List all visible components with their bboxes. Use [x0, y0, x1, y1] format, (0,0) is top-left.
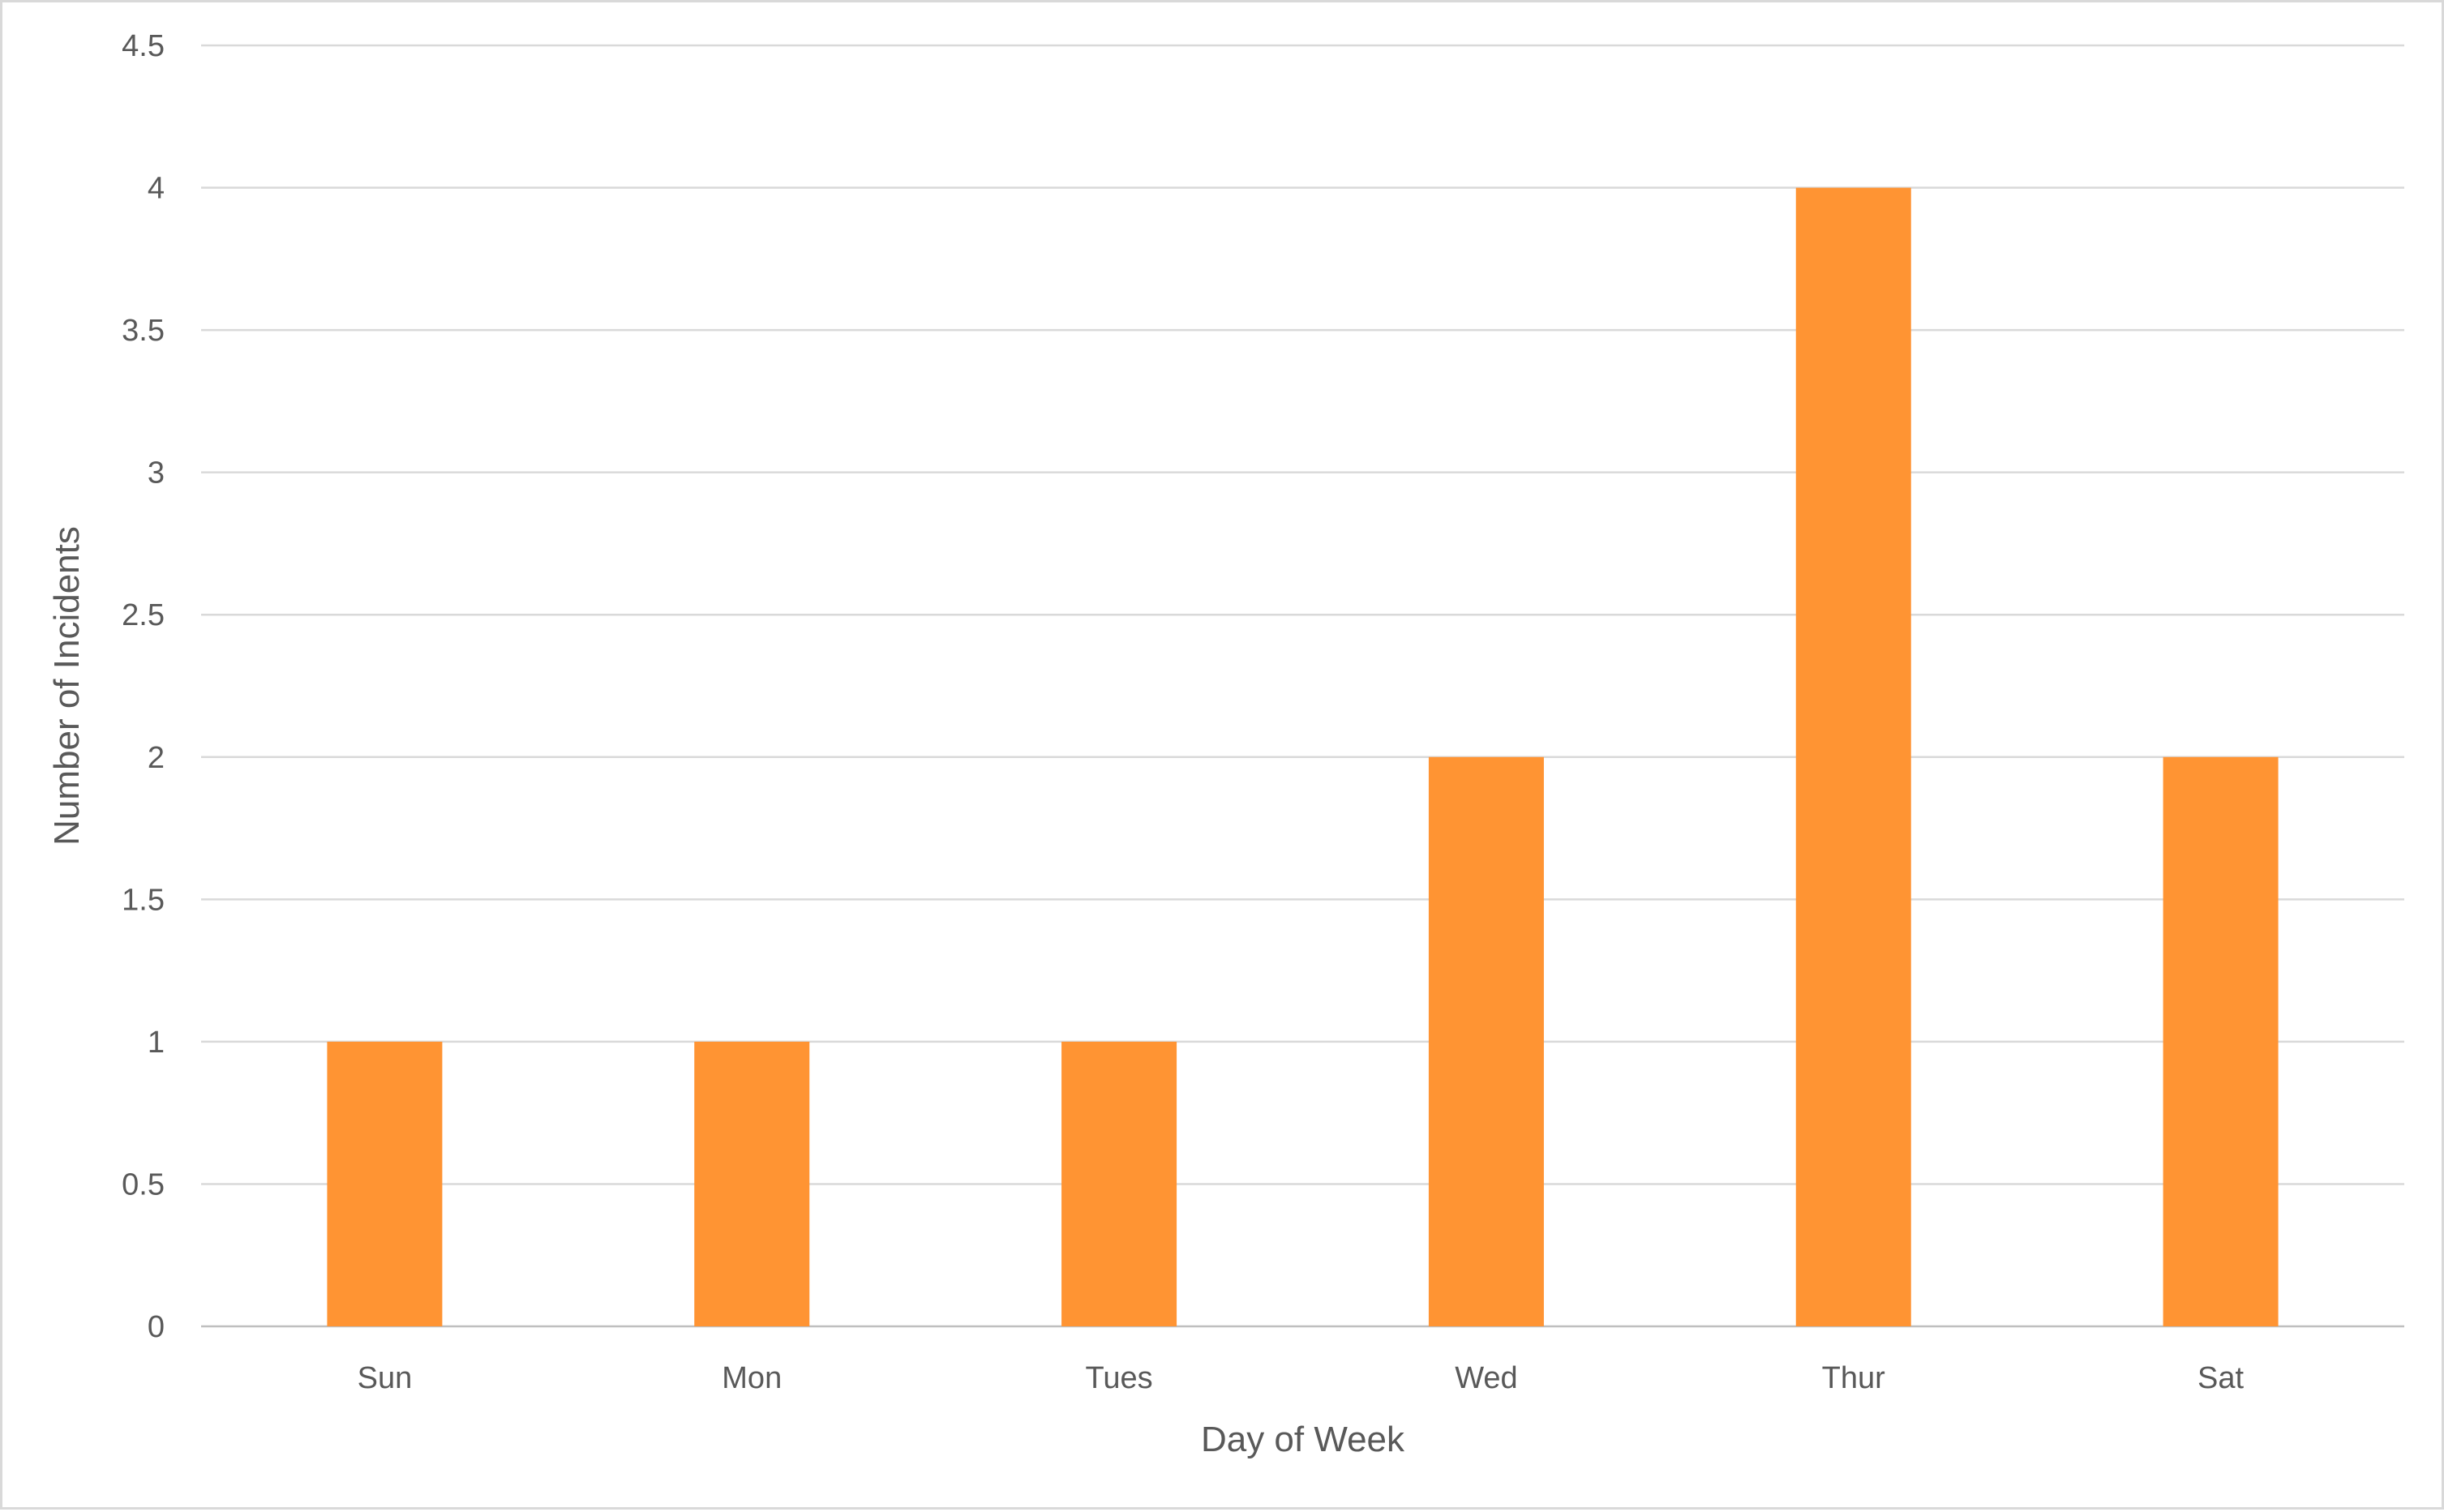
x-tick-label: Tues	[1086, 1361, 1153, 1395]
bar-tues	[1061, 1041, 1177, 1326]
x-tick-label: Wed	[1455, 1361, 1517, 1395]
bars	[327, 187, 2279, 1327]
x-axis-title: Day of Week	[1201, 1420, 1405, 1459]
bar-wed	[1428, 756, 1544, 1326]
x-tick-label: Sat	[2197, 1361, 2244, 1395]
gridlines	[201, 44, 2404, 1328]
bar-mon	[694, 1041, 810, 1326]
y-axis-ticks: 0 0.5 1 1.5 2 2.5 3 3.5 4 4.5	[122, 29, 165, 1344]
bar-sun	[327, 1041, 443, 1326]
bar-thur	[1795, 187, 1911, 1327]
x-tick-label: Thur	[1822, 1361, 1885, 1395]
y-tick-label: 1.5	[122, 883, 165, 917]
y-tick-label: 1	[148, 1026, 165, 1060]
x-axis-ticks: Sun Mon Tues Wed Thur Sat	[358, 1361, 2245, 1395]
y-tick-label: 2.5	[122, 598, 165, 632]
x-tick-label: Sun	[358, 1361, 413, 1395]
y-axis-title: Number of Incidents	[47, 526, 87, 846]
x-tick-label: Mon	[722, 1361, 782, 1395]
y-tick-label: 0	[148, 1310, 165, 1344]
y-tick-label: 0.5	[122, 1167, 165, 1201]
y-tick-label: 3.5	[122, 314, 165, 348]
y-tick-label: 2	[148, 741, 165, 775]
bar-sat	[2163, 756, 2279, 1326]
y-tick-label: 4.5	[122, 29, 165, 63]
y-tick-label: 4	[148, 172, 165, 206]
y-tick-label: 3	[148, 456, 165, 490]
